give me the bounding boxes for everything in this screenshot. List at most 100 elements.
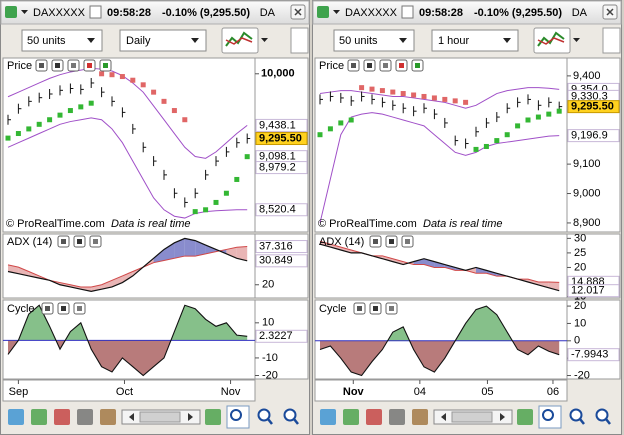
timeframe-select[interactable] [431, 29, 519, 52]
footer-brand: © ProRealTime.com [318, 218, 417, 230]
tool-button[interactable] [77, 409, 93, 425]
sar-dot [494, 138, 500, 144]
title-suffix: DA [260, 7, 276, 19]
value-tag-label: 2.3227 [259, 330, 293, 342]
tool-button[interactable] [31, 409, 47, 425]
dropdown-arrow[interactable] [573, 38, 580, 42]
side-tab[interactable] [290, 27, 309, 54]
tool-button[interactable] [320, 409, 336, 425]
zoom-auto[interactable] [538, 405, 562, 429]
dropdown-arrow[interactable] [333, 10, 340, 14]
cycle-area-negative [8, 340, 248, 376]
tool-button[interactable] [8, 409, 24, 425]
zoom-button[interactable] [569, 408, 583, 422]
adx-line [319, 243, 560, 292]
sar-dot [348, 117, 354, 123]
adx-fill [112, 275, 123, 287]
scroll-thumb[interactable] [139, 411, 181, 423]
value-tag [567, 129, 620, 143]
sar-dot [244, 154, 250, 160]
value-tag-label: 9,295.50 [571, 101, 614, 113]
cycle-line [7, 304, 248, 377]
sar-dot [390, 89, 396, 95]
scroll-thumb[interactable] [451, 411, 493, 423]
y-tick-label: -10 [262, 352, 278, 364]
units-select[interactable] [21, 29, 103, 52]
info-button[interactable] [401, 5, 414, 19]
value-tag [255, 161, 308, 175]
icon-glyph [61, 239, 66, 244]
sar-dot [515, 123, 521, 129]
y-tick-label: -20 [262, 369, 278, 381]
icon-glyph [55, 63, 60, 68]
y-tick-label: 10,000 [261, 68, 295, 80]
units-select[interactable] [333, 29, 415, 52]
tool-button[interactable] [517, 409, 533, 425]
tool-button[interactable] [389, 409, 405, 425]
adx-fill [330, 244, 341, 250]
y-tick-label: 20 [262, 279, 274, 291]
value-tag-label: 30.849 [259, 255, 293, 267]
y-tick-label: 20 [574, 300, 586, 312]
adx-fill [465, 267, 476, 274]
price-panel [314, 57, 568, 233]
sar-dot [109, 72, 115, 78]
chart-window: DAXXXXX 09:58:28 -0.10% (9,295.50) DA 50 uni… [0, 0, 310, 435]
value-tag [567, 284, 620, 298]
sar-dot [15, 131, 21, 137]
zoom-button[interactable] [257, 408, 271, 422]
value-tag [255, 254, 308, 268]
cycle-line [319, 305, 560, 377]
upper-band [7, 67, 248, 159]
tool-button[interactable] [343, 409, 359, 425]
adx-fill [205, 245, 216, 254]
icon-glyph [367, 63, 372, 68]
adx-fill [528, 279, 539, 285]
value-tag-label: 9,196.9 [571, 130, 608, 142]
zoom-button[interactable] [595, 408, 609, 422]
title-suffix: DA [572, 7, 588, 19]
timeframe-select[interactable] [119, 29, 207, 52]
panel-label: ADX (14) [7, 236, 52, 248]
timeframe-value: 1 hour [438, 35, 470, 47]
x-tick-label: Nov [343, 386, 365, 398]
tool-button[interactable] [205, 409, 221, 425]
adx-fill [392, 258, 404, 265]
sar-dot [442, 96, 448, 102]
units-value: 50 units [27, 35, 66, 47]
close-glyph [294, 8, 302, 16]
y-tick-label: 0 [574, 335, 580, 347]
units-value: 50 units [339, 35, 378, 47]
dropdown-arrow[interactable] [261, 38, 268, 42]
sar-dot [359, 85, 365, 91]
adx-fill [476, 267, 487, 274]
adx-fill [174, 238, 185, 259]
adx-fill [122, 271, 133, 283]
zoom-button[interactable] [283, 408, 297, 422]
title-bar [312, 0, 622, 25]
icon-glyph [373, 306, 378, 311]
tool-button[interactable] [412, 409, 428, 425]
icon-glyph [77, 306, 82, 311]
info-button[interactable] [89, 5, 102, 19]
cycle-axis [566, 299, 621, 380]
cycle-area-positive [320, 306, 560, 341]
panel-label: Cycle [319, 303, 347, 315]
value-tag-label: 9,438.1 [259, 119, 296, 131]
tool-button[interactable] [366, 409, 382, 425]
zoom-auto[interactable] [226, 405, 250, 429]
value-tag [255, 118, 308, 132]
sar-dot [26, 126, 32, 132]
side-tab[interactable] [602, 27, 621, 54]
sar-dot [421, 93, 427, 99]
adx-fill [382, 255, 393, 262]
chart-window: DAXXXXX 09:58:28 -0.10% (9,295.50) DA 50 uni… [312, 0, 622, 435]
time: 09:58:28 [419, 7, 463, 19]
dropdown-arrow[interactable] [21, 10, 28, 14]
sar-dot [192, 209, 198, 215]
sar-dot [119, 74, 125, 80]
y-tick-label: -20 [574, 369, 590, 381]
icon-glyph [103, 63, 108, 68]
tool-button[interactable] [54, 409, 70, 425]
tool-button[interactable] [100, 409, 116, 425]
